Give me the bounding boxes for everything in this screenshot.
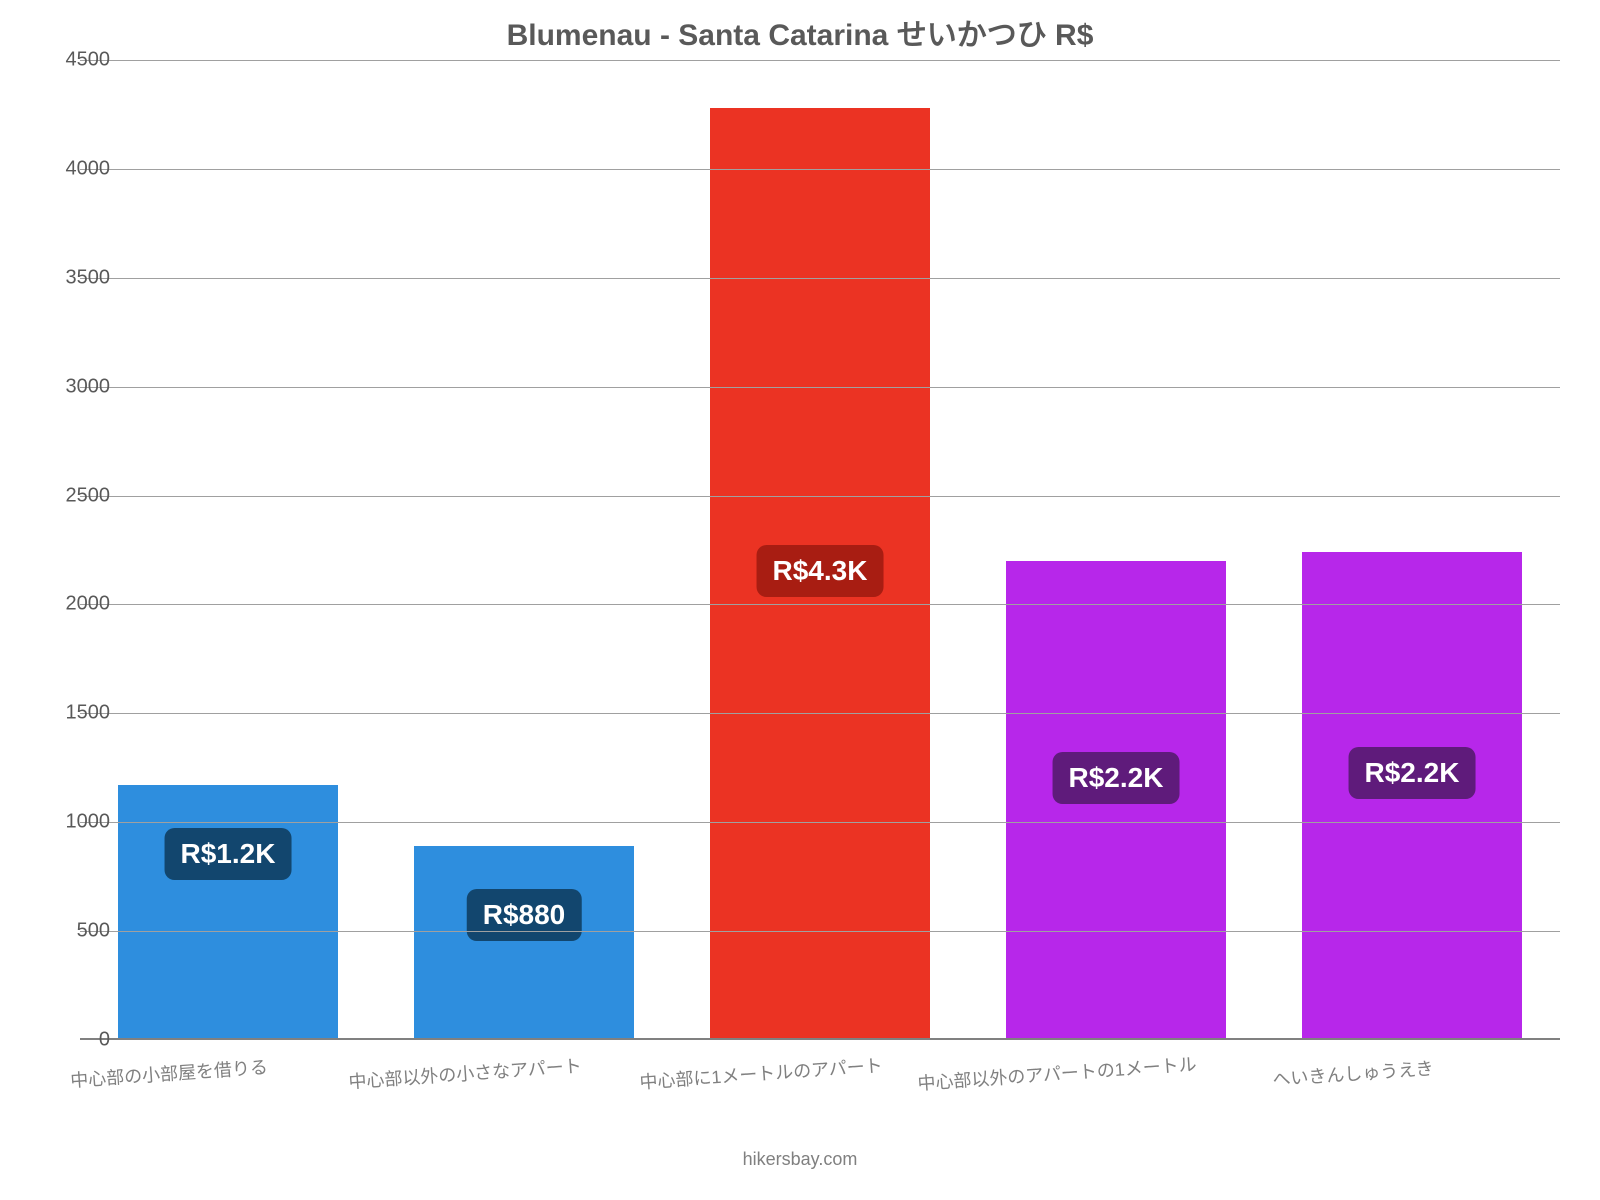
chart-title: Blumenau - Santa Catarina せいかつひ R$ — [0, 10, 1600, 54]
bar-value-label: R$2.2K — [1349, 747, 1476, 799]
bar-value-label: R$2.2K — [1053, 752, 1180, 804]
bar: R$4.3K — [710, 108, 929, 1038]
gridline — [80, 60, 1560, 61]
y-tick-label: 1000 — [40, 811, 110, 834]
gridline — [80, 713, 1560, 714]
x-category-label: 中心部以外の小さなアパート — [347, 1052, 582, 1094]
cost-of-living-bar-chart: Blumenau - Santa Catarina せいかつひ R$ R$1.2… — [0, 0, 1600, 1200]
bar: R$2.2K — [1006, 561, 1225, 1038]
bars-container: R$1.2K R$880 R$4.3K R$2.2K R$2.2K — [80, 62, 1560, 1040]
gridline — [80, 931, 1560, 932]
y-tick-label: 500 — [40, 920, 110, 943]
y-tick-label: 2500 — [40, 484, 110, 507]
gridline — [80, 169, 1560, 170]
x-category-label: 中心部の小部屋を借りる — [69, 1053, 268, 1093]
y-tick-label: 0 — [40, 1029, 110, 1052]
bar-value-label: R$880 — [467, 889, 582, 941]
bar: R$1.2K — [118, 785, 337, 1038]
x-category-label: 中心部以外のアパートの1メートル — [916, 1050, 1197, 1095]
footer-attribution: hikersbay.com — [0, 1149, 1600, 1170]
x-category-label: 中心部に1メートルのアパート — [638, 1052, 883, 1095]
y-tick-label: 4000 — [40, 157, 110, 180]
plot-area: R$1.2K R$880 R$4.3K R$2.2K R$2.2K — [80, 60, 1560, 1040]
gridline — [80, 604, 1560, 605]
y-tick-label: 2000 — [40, 593, 110, 616]
y-tick-label: 1500 — [40, 702, 110, 725]
bar-value-label: R$4.3K — [757, 545, 884, 597]
y-tick-label: 3500 — [40, 266, 110, 289]
bar: R$880 — [414, 846, 633, 1038]
bar-value-label: R$1.2K — [165, 828, 292, 880]
bar: R$2.2K — [1302, 552, 1521, 1038]
gridline — [80, 278, 1560, 279]
y-tick-label: 4500 — [40, 49, 110, 72]
gridline — [80, 387, 1560, 388]
gridline — [80, 496, 1560, 497]
gridline — [80, 822, 1560, 823]
y-tick-label: 3000 — [40, 375, 110, 398]
x-category-label: へいきんしゅうえき — [1271, 1054, 1434, 1091]
